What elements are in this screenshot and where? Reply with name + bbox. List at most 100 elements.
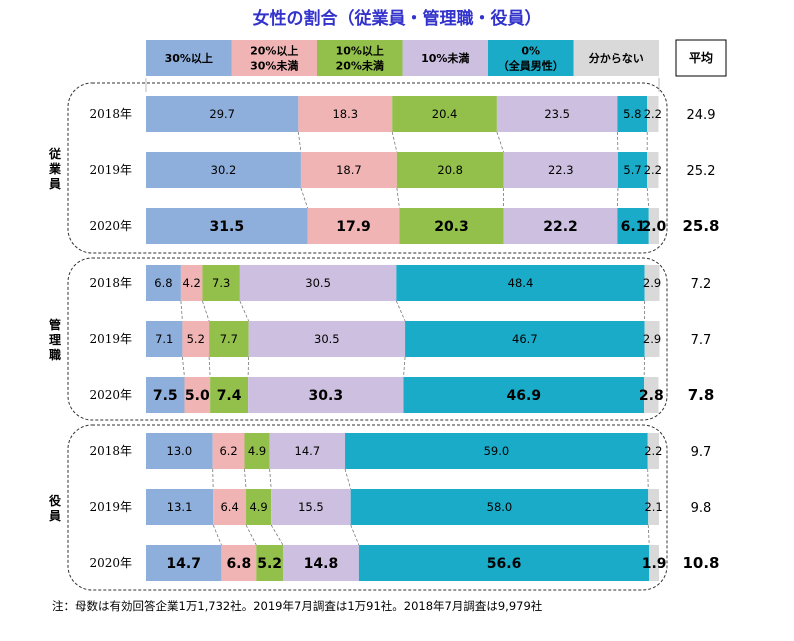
data-label: 20.3 [434, 219, 469, 235]
footnote: 注：母数は有効回答企業1万1,732社。2019年7月調査は1万91社。2018… [52, 599, 543, 613]
bar-segment [647, 96, 659, 132]
data-label: 13.1 [167, 500, 193, 514]
data-label: 6.4 [220, 500, 238, 514]
data-label: 2.2 [644, 444, 662, 458]
bar-segment [617, 208, 649, 244]
data-label: 15.5 [298, 500, 324, 514]
legend-label: 20%未満 [336, 59, 384, 73]
bar-segment [648, 208, 659, 244]
legend-label: （全員男性） [498, 59, 564, 73]
data-label: 5.8 [623, 107, 641, 121]
connector-line [647, 524, 650, 546]
legend-swatch [488, 40, 574, 76]
data-label: 29.7 [209, 107, 235, 121]
average-value: 7.7 [691, 333, 712, 348]
data-label: 7.4 [217, 388, 242, 404]
connector-line [643, 356, 646, 378]
bar-segment [182, 321, 210, 357]
connector-line [496, 131, 504, 153]
data-label: 5.0 [185, 388, 210, 404]
bar-segment [271, 489, 351, 525]
data-label: 30.5 [305, 276, 331, 290]
data-label: 30.3 [309, 388, 344, 404]
legend-swatch [231, 40, 317, 76]
bar-segment [146, 321, 183, 357]
data-label: 30.5 [314, 332, 340, 346]
legend-label: 10%以上 [336, 44, 384, 58]
average-value: 25.8 [682, 217, 719, 235]
connector-line [395, 300, 406, 322]
connector-line [646, 187, 650, 209]
connector-line [180, 300, 183, 322]
bar-segment [282, 545, 359, 581]
data-label: 6.1 [621, 219, 646, 235]
average-value: 7.2 [691, 277, 712, 292]
bar-segment [649, 545, 659, 581]
year-label: 2019年 [89, 163, 132, 177]
bar-segment [350, 489, 649, 525]
data-label: 6.8 [154, 276, 172, 290]
bar-segment [269, 433, 346, 469]
bar-segment [503, 208, 618, 244]
data-label: 1.9 [642, 556, 667, 572]
average-value: 10.8 [682, 554, 719, 572]
data-label: 20.4 [432, 107, 458, 121]
bar-segment [256, 545, 283, 581]
year-label: 2019年 [89, 332, 132, 346]
connector-line [182, 356, 185, 378]
data-label: 4.9 [249, 500, 267, 514]
connector-line [212, 524, 222, 546]
bar-segment [617, 152, 648, 188]
connector-line [297, 131, 302, 153]
average-value: 24.9 [687, 108, 716, 123]
bar-segment [209, 321, 249, 357]
data-label: 6.8 [226, 556, 251, 572]
data-label: 46.7 [512, 332, 538, 346]
bar-segment [239, 265, 397, 301]
data-label: 56.6 [487, 556, 522, 572]
bar-segment [184, 377, 211, 413]
data-label: 2.0 [641, 219, 666, 235]
data-label: 2.2 [644, 107, 662, 121]
legend-label: 分からない [589, 51, 644, 65]
group-label: 職 [49, 347, 61, 362]
connector-line [202, 300, 210, 322]
data-label: 2.1 [644, 500, 662, 514]
bar-segment [210, 377, 249, 413]
connector-line [245, 524, 257, 546]
data-label: 59.0 [484, 444, 510, 458]
connector-line [208, 356, 211, 378]
data-label: 23.5 [544, 107, 570, 121]
connector-line [300, 187, 308, 209]
average-value: 7.8 [688, 386, 715, 404]
group-label: 理 [49, 333, 61, 347]
legend-swatch [317, 40, 403, 76]
data-label: 7.5 [153, 388, 178, 404]
data-label: 13.0 [167, 444, 193, 458]
data-label: 4.9 [248, 444, 266, 458]
bar-segment [647, 433, 659, 469]
chart-title: 女性の割合（従業員・管理職・役員） [252, 9, 542, 29]
bar-segment [496, 96, 618, 132]
average-header-box [675, 39, 727, 77]
data-label: 4.2 [183, 276, 201, 290]
bar-segment [202, 265, 240, 301]
year-label: 2020年 [89, 388, 132, 402]
bar-segment [644, 321, 660, 357]
legend-label: 30%未満 [250, 59, 298, 73]
bar-segment [648, 489, 659, 525]
data-label: 14.7 [295, 444, 321, 458]
bar-segment [345, 433, 648, 469]
group-label: 業 [48, 161, 62, 176]
bar-segment [396, 152, 504, 188]
data-label: 48.4 [508, 276, 534, 290]
bar-segment [617, 96, 648, 132]
bar-segment [503, 152, 618, 188]
data-label: 2.2 [644, 163, 662, 177]
connector-line [269, 468, 272, 490]
connector-line [270, 524, 284, 546]
bar-segment [392, 96, 497, 132]
data-label: 5.2 [257, 556, 282, 572]
connector-line [391, 131, 398, 153]
legend-label: 20%以上 [250, 44, 298, 58]
